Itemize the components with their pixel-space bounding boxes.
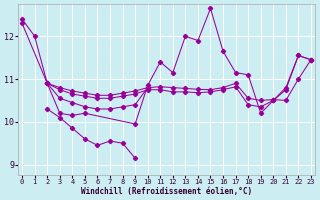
- X-axis label: Windchill (Refroidissement éolien,°C): Windchill (Refroidissement éolien,°C): [81, 187, 252, 196]
